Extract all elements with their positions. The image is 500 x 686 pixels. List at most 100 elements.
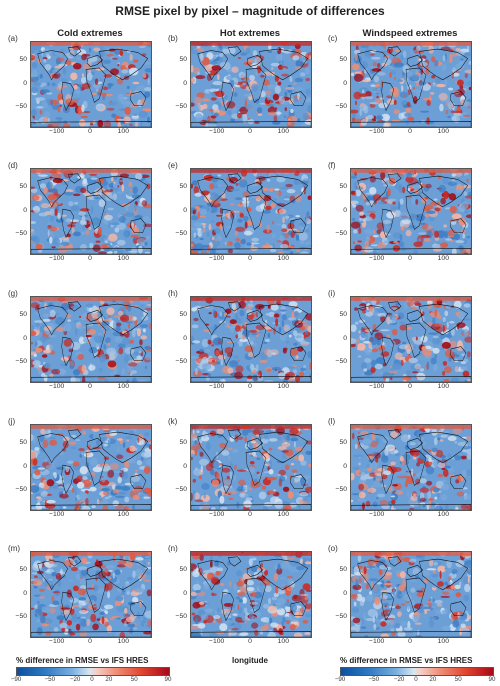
y-tick-label: 50: [179, 438, 187, 446]
y-tick-label: 50: [19, 310, 27, 318]
x-axis-label: longitude: [232, 656, 268, 665]
y-tick-label: 0: [183, 206, 187, 214]
x-tick-label: 0: [88, 255, 92, 262]
y-tick-label: −50: [335, 230, 347, 238]
x-tick-label: 0: [408, 383, 412, 390]
y-tick-label: 0: [183, 462, 187, 470]
x-tick-label: 100: [437, 638, 449, 645]
x-tick-label: 0: [248, 511, 252, 518]
x-tick-label: −100: [49, 128, 65, 135]
colorbar-tick: 20: [105, 676, 113, 683]
y-tick-label: 50: [339, 438, 347, 446]
y-tick-label: 0: [23, 206, 27, 214]
y-tick-label: −50: [175, 358, 187, 366]
x-tick-label: −100: [209, 255, 225, 262]
x-tick-label: −100: [49, 383, 65, 390]
colorbar-tick: 90: [164, 676, 172, 683]
x-tick-label: 0: [408, 511, 412, 518]
colorbar-tick: −50: [44, 676, 56, 683]
world-map-panel: [350, 168, 472, 255]
panel-letter: (m): [8, 544, 20, 553]
x-tick-label: 0: [88, 511, 92, 518]
x-tick-label: 0: [88, 638, 92, 645]
x-tick-label: 100: [437, 255, 449, 262]
x-tick-label: 100: [117, 638, 129, 645]
y-tick-label: 0: [23, 334, 27, 342]
x-tick-label: 0: [248, 128, 252, 135]
panel-letter: (e): [168, 161, 178, 170]
figure-title: RMSE pixel by pixel – magnitude of diffe…: [115, 4, 385, 18]
world-map-panel: [350, 41, 472, 128]
y-tick-label: 50: [19, 438, 27, 446]
y-tick-label: −50: [15, 613, 27, 621]
y-tick-label: 50: [19, 182, 27, 190]
y-tick-label: −50: [15, 358, 27, 366]
y-tick-label: −50: [335, 103, 347, 111]
y-tick-label: 0: [183, 589, 187, 597]
world-map-panel: [30, 168, 152, 255]
world-map-panel: [190, 41, 312, 128]
y-tick-label: −50: [335, 613, 347, 621]
column-title-2: Hot extremes: [219, 28, 281, 39]
x-tick-label: 100: [277, 255, 289, 262]
colorbar-title-left: % difference in RMSE vs IFS HRES: [16, 656, 149, 665]
x-tick-label: 100: [437, 383, 449, 390]
x-tick-label: −100: [369, 128, 385, 135]
panel-letter: (g): [8, 289, 18, 298]
y-tick-label: 50: [19, 565, 27, 573]
panel-letter: (i): [328, 289, 336, 298]
x-tick-label: −100: [209, 128, 225, 135]
x-tick-label: 0: [88, 383, 92, 390]
y-tick-label: 0: [343, 334, 347, 342]
y-tick-label: 50: [179, 310, 187, 318]
y-tick-label: 0: [23, 462, 27, 470]
world-map-panel: [350, 424, 472, 511]
colorbar-right: [340, 667, 494, 676]
colorbar-tick: −90: [334, 676, 346, 683]
colorbar-tick: −20: [393, 676, 405, 683]
panel-letter: (k): [168, 417, 178, 426]
colorbar-tick: 0: [414, 676, 418, 683]
y-tick-label: −50: [175, 230, 187, 238]
x-tick-label: −100: [209, 383, 225, 390]
y-tick-label: 0: [23, 79, 27, 87]
y-tick-label: 50: [339, 310, 347, 318]
colorbar-title-right: % difference in RMSE vs IFS HRES: [340, 656, 473, 665]
x-tick-label: −100: [49, 638, 65, 645]
panel-letter: (j): [8, 417, 16, 426]
panel-letter: (o): [328, 544, 338, 553]
x-tick-label: −100: [209, 511, 225, 518]
world-map-panel: [190, 424, 312, 511]
world-map-panel: [30, 296, 152, 383]
x-tick-label: 100: [277, 383, 289, 390]
x-tick-label: 100: [437, 128, 449, 135]
world-map-panel: [30, 424, 152, 511]
x-tick-label: 0: [408, 638, 412, 645]
x-tick-label: 0: [88, 128, 92, 135]
world-map-panel: [30, 41, 152, 128]
y-tick-label: 0: [343, 462, 347, 470]
x-tick-label: −100: [209, 638, 225, 645]
x-tick-label: −100: [369, 383, 385, 390]
colorbar-tick: −50: [368, 676, 380, 683]
panel-letter: (n): [168, 544, 178, 553]
colorbar-tick: −90: [10, 676, 22, 683]
panel-letter: (l): [328, 417, 336, 426]
y-tick-label: 0: [183, 334, 187, 342]
y-tick-label: 50: [339, 565, 347, 573]
colorbar-tick: 50: [454, 676, 462, 683]
panel-letter: (b): [168, 34, 178, 43]
x-tick-label: −100: [49, 511, 65, 518]
column-title-1: Cold extremes: [57, 28, 123, 39]
panel-letter: (c): [328, 34, 338, 43]
colorbar-tick: 0: [90, 676, 94, 683]
colorbar-left: [16, 667, 170, 676]
x-tick-label: −100: [49, 255, 65, 262]
column-title-3: Windspeed extremes: [362, 28, 458, 39]
world-map-panel: [350, 551, 472, 638]
x-tick-label: 0: [408, 128, 412, 135]
colorbar-tick: −20: [69, 676, 81, 683]
x-tick-label: 100: [277, 511, 289, 518]
panel-letter: (f): [328, 161, 336, 170]
y-tick-label: 0: [183, 79, 187, 87]
